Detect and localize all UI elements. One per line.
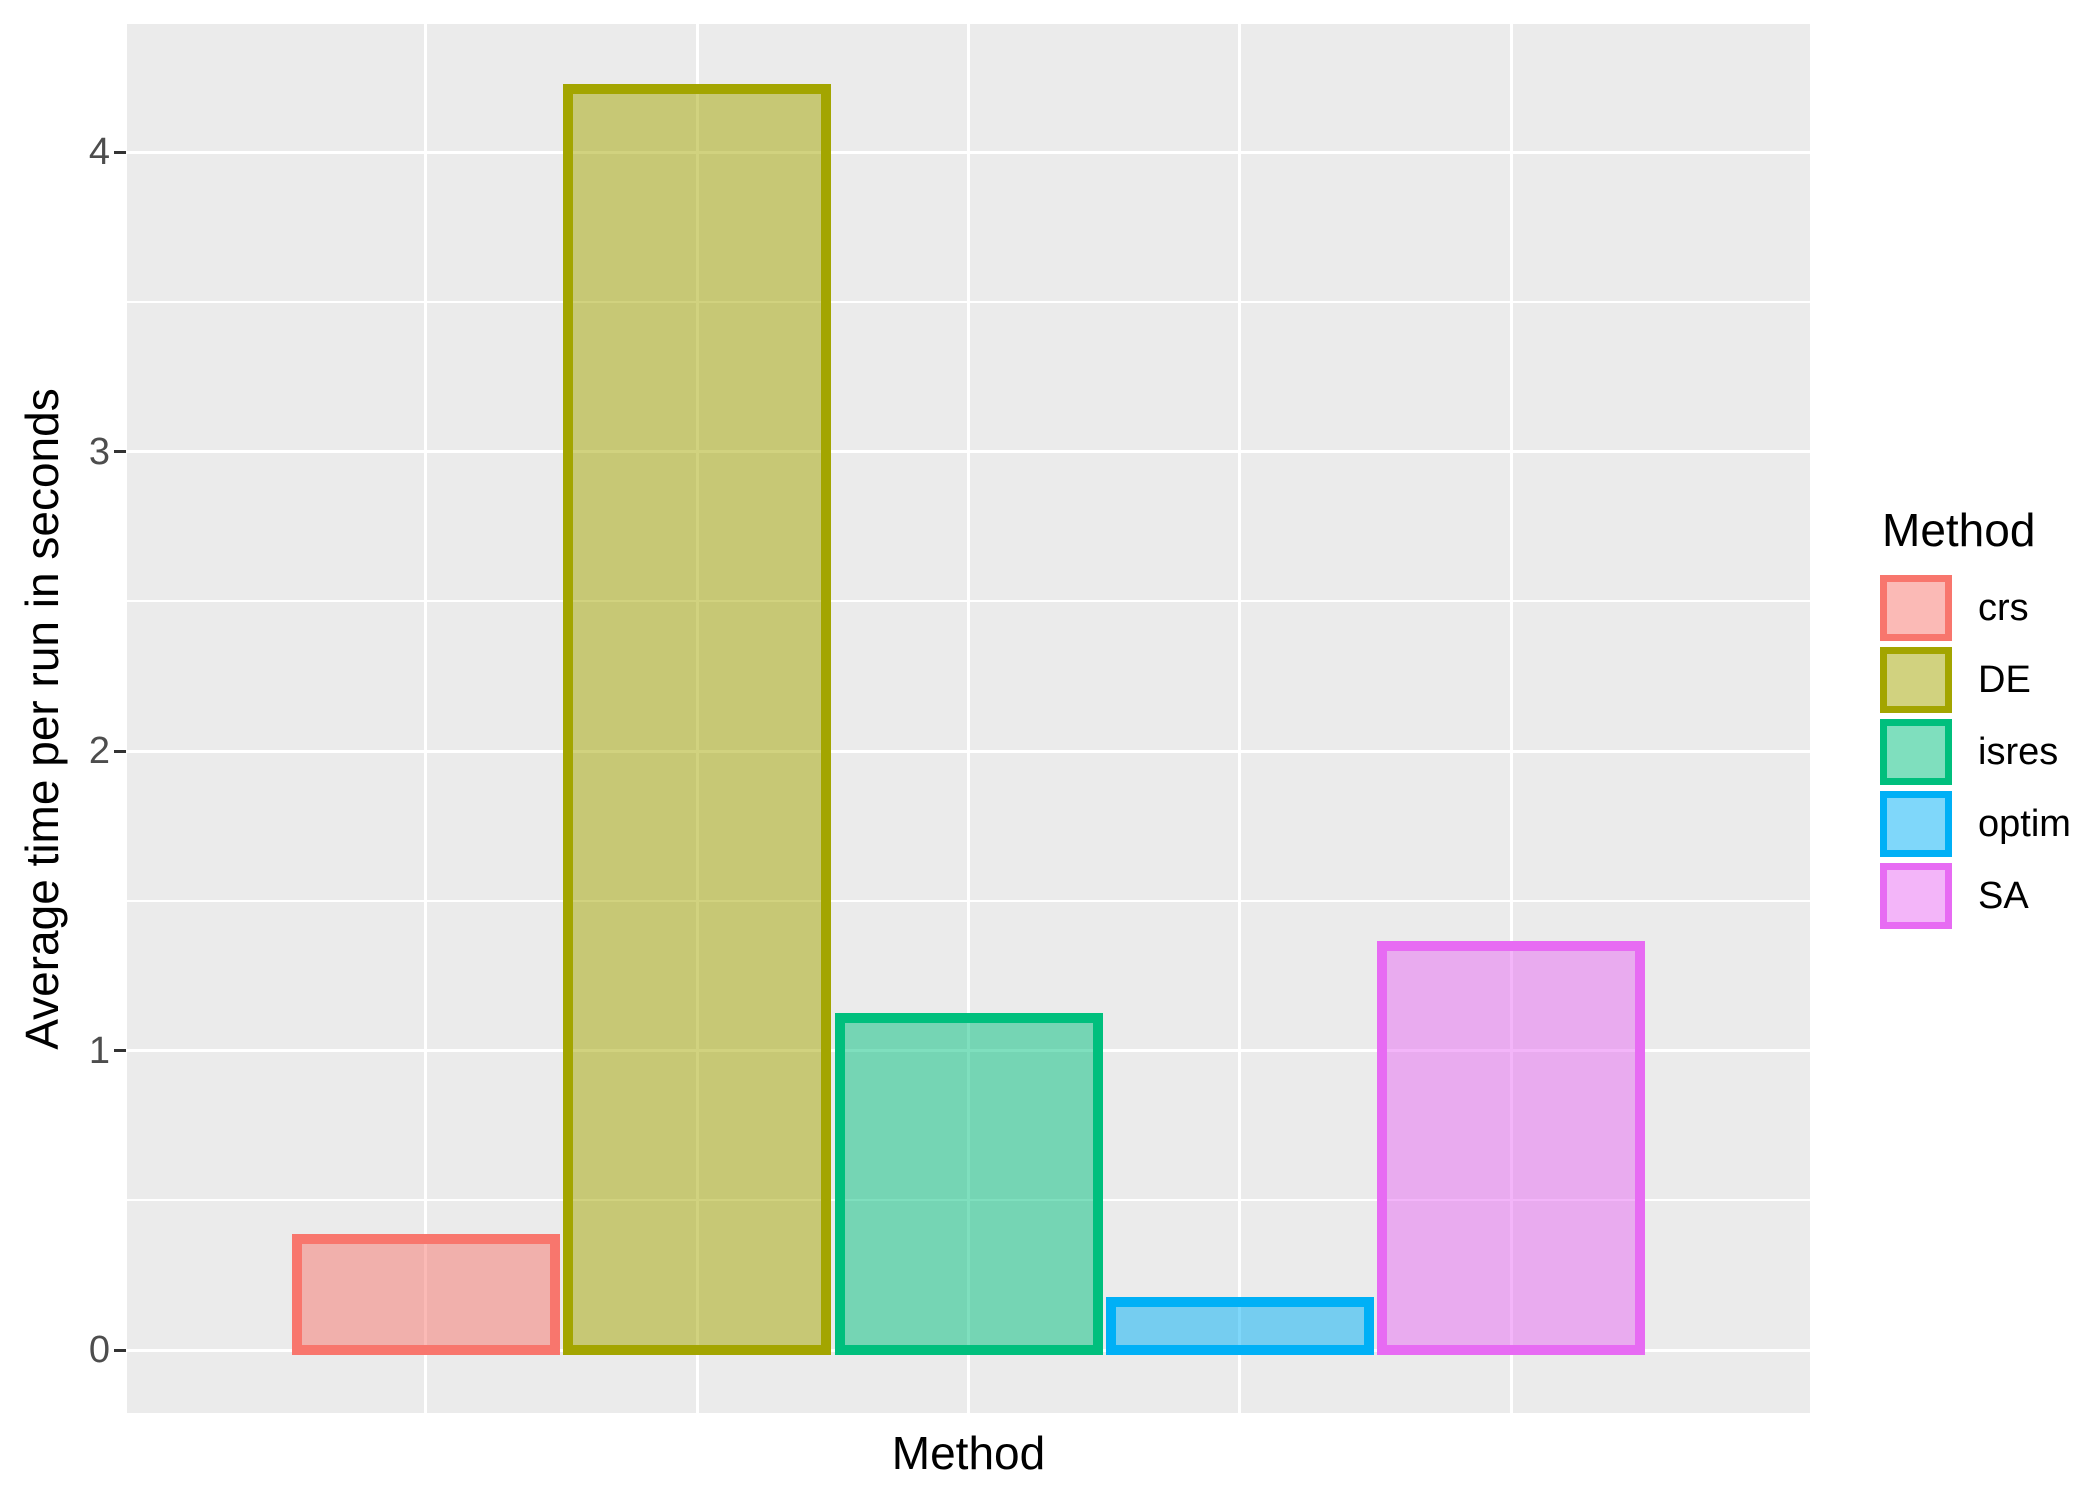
- y-tick-mark: [114, 749, 126, 753]
- legend-item-crs: crs: [1880, 575, 2029, 641]
- legend-label: SA: [1978, 875, 2029, 917]
- x-axis-title: Method: [891, 1427, 1046, 1479]
- plot-panel: [127, 24, 1810, 1413]
- legend-label: DE: [1978, 659, 2031, 701]
- legend-label: crs: [1978, 587, 2029, 629]
- y-tick-mark: [114, 1348, 126, 1352]
- y-tick-mark: [114, 450, 126, 453]
- bar-de: [563, 84, 832, 1355]
- legend-key-swatch: [1880, 791, 1952, 857]
- legend-item-de: DE: [1880, 647, 2031, 713]
- bar-optim: [1105, 1297, 1374, 1355]
- gridline-major-x: [967, 24, 970, 1413]
- legend-title: Method: [1882, 504, 2036, 556]
- gridline-major-x: [1238, 24, 1242, 1413]
- y-tick-label: 3: [88, 430, 110, 473]
- y-tick-label: 4: [88, 131, 110, 173]
- legend-key-swatch: [1880, 575, 1952, 641]
- legend-key-swatch: [1880, 863, 1952, 929]
- y-tick-mark: [114, 150, 126, 154]
- legend-label: optim: [1978, 803, 2071, 845]
- y-tick-label: 1: [88, 1029, 110, 1072]
- legend-item-optim: optim: [1880, 791, 2071, 857]
- y-tick-mark: [114, 1049, 126, 1052]
- legend-key-swatch: [1880, 719, 1952, 785]
- legend-label: isres: [1978, 731, 2059, 773]
- legend-item-isres: isres: [1880, 719, 2058, 785]
- gridline-major-x: [424, 24, 428, 1413]
- bar-sa: [1377, 940, 1646, 1355]
- legend-item-sa: SA: [1880, 863, 2029, 929]
- y-tick-label: 2: [88, 730, 110, 772]
- y-axis-title: Average time per run in seconds: [16, 387, 68, 1050]
- bar-isres: [834, 1012, 1103, 1355]
- gridline-major-x: [1509, 24, 1513, 1413]
- legend-key-swatch: [1880, 647, 1952, 713]
- y-tick-label: 0: [88, 1329, 110, 1371]
- bar-crs: [291, 1234, 560, 1355]
